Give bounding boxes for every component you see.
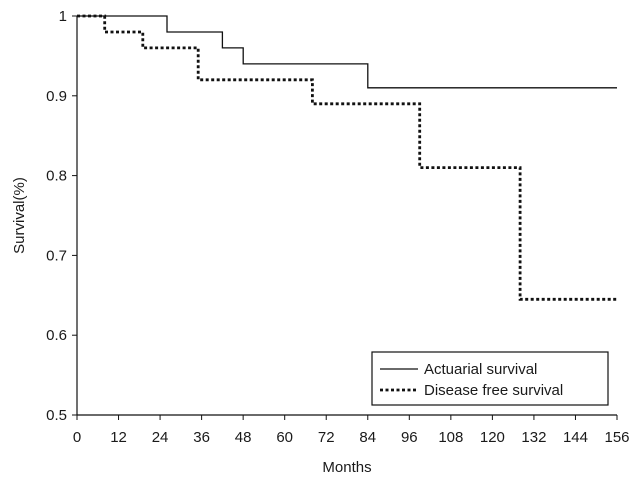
y-tick-label: 0.7 (46, 247, 67, 264)
x-tick-label: 36 (193, 429, 210, 446)
x-tick-label: 108 (438, 429, 463, 446)
x-tick-label: 132 (521, 429, 546, 446)
x-tick-label: 24 (152, 429, 169, 446)
legend-label: Disease free survival (424, 382, 563, 399)
y-tick-label: 0.6 (46, 327, 67, 344)
legend-label: Actuarial survival (424, 361, 537, 378)
x-tick-label: 72 (318, 429, 335, 446)
actuarial-survival-line (77, 15, 617, 89)
x-tick-label: 156 (604, 429, 629, 446)
x-tick-label: 60 (276, 429, 293, 446)
y-tick-label: 1 (59, 8, 67, 25)
x-tick-label: 0 (73, 429, 81, 446)
x-tick-label: 48 (235, 429, 252, 446)
x-tick-label: 144 (563, 429, 588, 446)
x-tick-label: 12 (110, 429, 127, 446)
x-tick-label: 84 (359, 429, 376, 446)
x-axis-title: Months (322, 459, 371, 476)
y-tick-label: 0.5 (46, 407, 67, 424)
y-tick-label: 0.9 (46, 88, 67, 105)
legend: Actuarial survival Disease free survival (371, 351, 609, 406)
y-axis-title: Survival(%) (11, 177, 28, 254)
disease-free-survival-line (77, 14, 617, 301)
x-tick-label: 120 (480, 429, 505, 446)
x-tick-label: 96 (401, 429, 418, 446)
axes: 0 12 24 36 48 60 72 84 96 108 120 132 144 156 0.5 0.6 0.… (46, 8, 629, 446)
series-layer (77, 14, 617, 301)
y-tick-label: 0.8 (46, 168, 67, 185)
legend-box (371, 351, 609, 406)
